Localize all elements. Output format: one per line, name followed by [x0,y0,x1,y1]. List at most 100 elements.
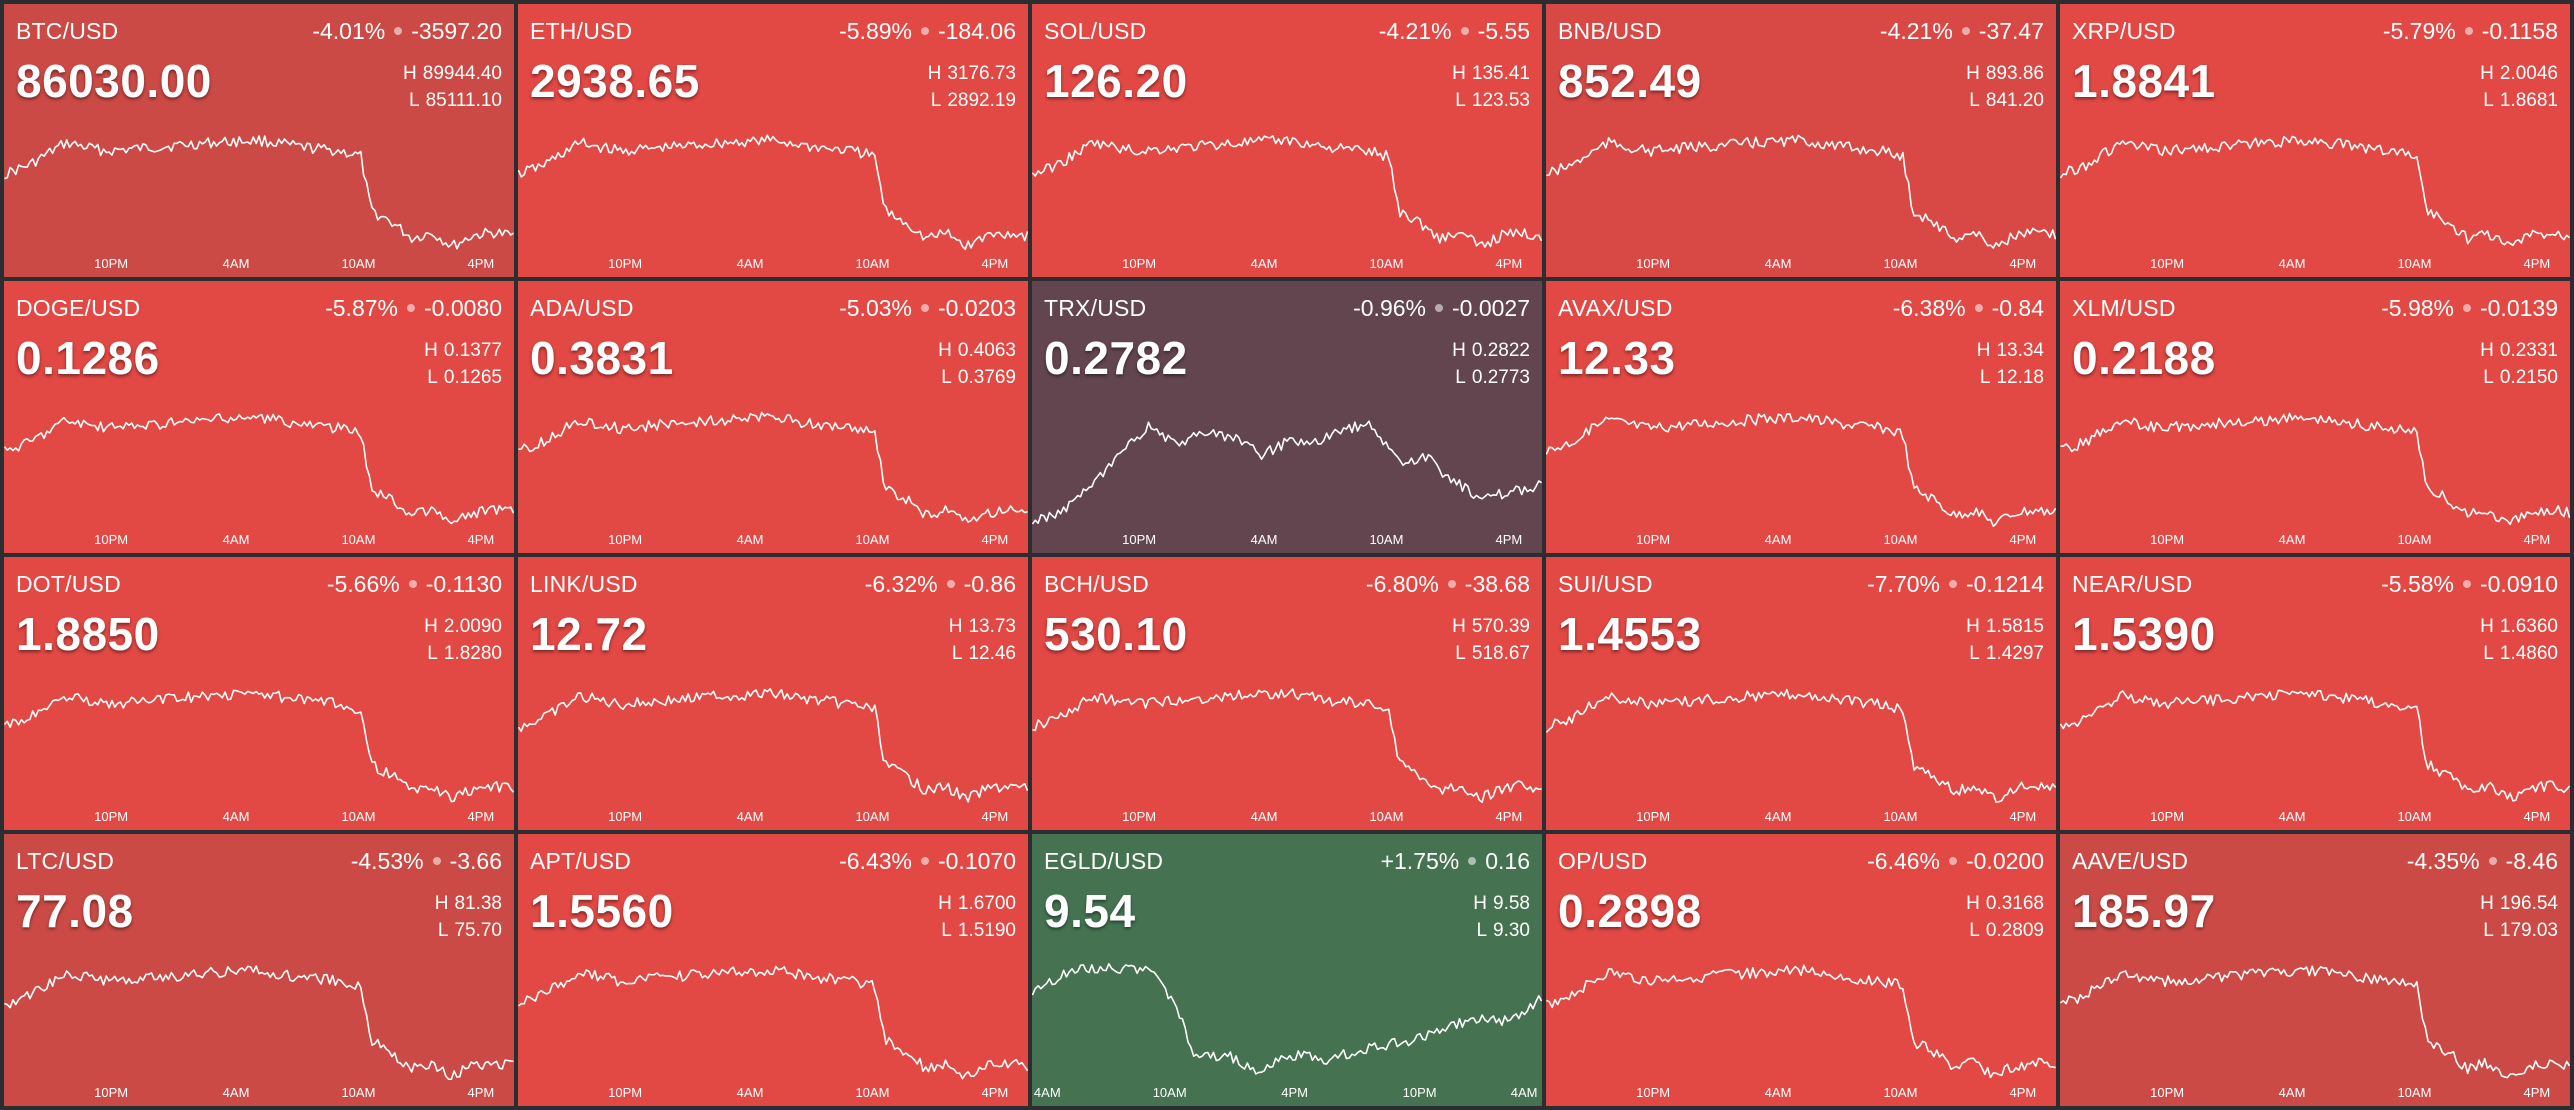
price-line [4,964,514,1080]
time-tick: 10AM [341,255,376,271]
time-tick: 4PM [467,808,495,824]
time-tick: 10AM [1152,1085,1187,1100]
symbol-label: ADA/USD [530,294,634,321]
time-tick: 10AM [1883,1085,1918,1100]
price-line [1032,419,1542,524]
sparkline [4,689,514,803]
ticker-tile-near-usd[interactable]: NEAR/USD -5.58% -0.0910 1.5390 H 1.6360 L 1.486… [2060,557,2570,830]
low-row: L 518.67 [1452,640,1530,667]
high-key: H [2480,63,2494,84]
time-tick: 4PM [2009,255,2037,271]
last-price: 77.08 [16,884,134,937]
ticker-tile-xrp-usd[interactable]: XRP/USD -5.79% -0.1158 1.8841 H 2.0046 L 1.8681… [2060,4,2570,277]
high-key: H [2480,892,2494,914]
separator-dot-icon [1961,27,1970,36]
high-low: H 89944.40 L 85111.10 [403,60,502,114]
high-value: 81.38 [454,892,502,914]
symbol-label: DOT/USD [16,571,121,597]
symbol-label: SOL/USD [1044,18,1147,44]
time-axis: 10PM 4AM 10AM 4PM [1546,1085,2056,1101]
time-tick: 4PM [1495,532,1523,547]
ticker-tile-sui-usd[interactable]: SUI/USD -7.70% -0.1214 1.4553 H 1.5815 L 1.4297… [1546,557,2056,830]
separator-dot-icon [394,27,403,36]
low-value: 123.53 [1471,90,1530,111]
ticker-tile-aave-usd[interactable]: AAVE/USD -4.35% -8.46 185.97 H 196.54 L 179.03 1… [2060,833,2570,1106]
ticker-tile-xlm-usd[interactable]: XLM/USD -5.98% -0.0139 0.2188 H 0.2331 L 0.2150… [2060,280,2570,553]
ticker-tile-avax-usd[interactable]: AVAX/USD -6.38% -0.84 12.33 H 13.34 L 12.18 10PM… [1546,280,2056,553]
time-tick: 4PM [467,1085,495,1100]
ticker-tile-btc-usd[interactable]: BTC/USD -4.01% -3597.20 86030.00 H 89944.40 L 8… [4,4,514,277]
time-tick: 10AM [1369,255,1404,271]
percent-change: -5.87% [325,294,398,321]
high-low: H 1.5815 L 1.4297 [1966,613,2044,667]
ticker-tile-ada-usd[interactable]: ADA/USD -5.03% -0.0203 0.3831 H 0.4063 L 0.3769… [518,280,1028,553]
low-value: 9.30 [1493,919,1530,941]
ticker-tile-dot-usd[interactable]: DOT/USD -5.66% -0.1130 1.8850 H 2.0090 L 1.8280… [4,557,514,830]
high-value: 0.1377 [443,339,502,361]
low-value: 0.2809 [1985,919,2044,941]
ticker-tile-bch-usd[interactable]: BCH/USD -6.80% -38.68 530.10 H 570.39 L 518.67 1… [1032,557,1542,830]
ticker-tile-eth-usd[interactable]: ETH/USD -5.89% -184.06 2938.65 H 3176.73 L 2892… [518,4,1028,277]
high-low: H 570.39 L 518.67 [1452,613,1530,667]
time-tick: 4PM [981,532,1009,547]
ticker-tile-link-usd[interactable]: LINK/USD -6.32% -0.86 12.72 H 13.73 L 12.46 10PM… [518,557,1028,830]
percent-change: -4.53% [350,847,424,874]
low-row: L 85111.10 [403,87,502,114]
separator-dot-icon [1460,27,1469,36]
ticker-tile-bnb-usd[interactable]: BNB/USD -4.21% -37.47 852.49 H 893.86 L 841.20 1… [1546,4,2056,277]
price-line [4,412,514,524]
price-line [518,134,1028,251]
separator-dot-icon [2464,27,2473,36]
low-value: 0.2150 [2499,366,2558,388]
absolute-change: -3597.20 [411,18,502,44]
time-tick: 4PM [981,808,1009,824]
time-axis: 10PM 4AM 10AM 4PM [1032,256,1542,272]
last-price: 1.8850 [16,608,160,660]
low-value: 1.8681 [2499,90,2558,111]
ticker-tile-op-usd[interactable]: OP/USD -6.46% -0.0200 0.2898 H 0.3168 L 0.2809 1… [1546,833,2056,1106]
percent-change: -5.58% [2381,571,2454,597]
time-axis: 10PM 4AM 10AM 4PM [2060,256,2570,272]
separator-dot-icon [1974,303,1983,312]
time-tick: 10AM [2397,808,2432,824]
ticker-tile-apt-usd[interactable]: APT/USD -6.43% -0.1070 1.5560 H 1.6700 L 1.5190… [518,833,1028,1106]
change-group: -4.53% -3.66 [351,848,502,875]
low-row: L 1.4297 [1966,640,2044,667]
time-tick: 10AM [1883,808,1918,824]
sparkline [2060,412,2570,525]
change-group: -5.66% -0.1130 [327,571,502,598]
change-group: -5.87% -0.0080 [325,295,502,322]
separator-dot-icon [1948,856,1957,865]
low-key: L [2483,643,2494,664]
high-row: H 893.86 [1966,60,2044,87]
ticker-tile-ltc-usd[interactable]: LTC/USD -4.53% -3.66 77.08 H 81.38 L 75.70 10PM 4… [4,833,514,1106]
time-tick: 10PM [608,532,643,547]
time-tick: 4PM [2523,255,2551,271]
high-low: H 0.2331 L 0.2150 [2480,337,2558,391]
percent-change: -4.01% [312,18,386,44]
change-group: -4.21% -37.47 [1880,18,2044,45]
low-row: L 123.53 [1452,87,1530,114]
percent-change: +1.75% [1380,847,1460,874]
high-row: H 1.6700 [938,890,1016,917]
ticker-tile-sol-usd[interactable]: SOL/USD -4.21% -5.55 126.20 H 135.41 L 123.53 10… [1032,4,1542,277]
high-value: 0.2331 [2499,339,2558,361]
ticker-tile-egld-usd[interactable]: EGLD/USD +1.75% 0.16 9.54 H 9.58 L 9.30 4AM 10AM 4… [1032,833,1542,1106]
time-tick: 10AM [341,1085,376,1100]
low-row: L 841.20 [1966,87,2044,114]
high-key: H [2480,339,2494,361]
time-axis: 10PM 4AM 10AM 4PM [2060,809,2570,825]
low-value: 0.1265 [443,366,502,388]
sparkline [1546,134,2056,249]
ticker-tile-doge-usd[interactable]: DOGE/USD -5.87% -0.0080 0.1286 H 0.1377 L 0.126… [4,280,514,553]
low-value: 75.70 [454,919,502,941]
time-axis: 10PM 4AM 10AM 4PM [2060,532,2570,548]
high-key: H [1452,616,1466,637]
high-row: H 0.1377 [424,337,502,364]
high-value: 0.4063 [957,339,1016,361]
ticker-tile-trx-usd[interactable]: TRX/USD -0.96% -0.0027 0.2782 H 0.2822 L 0.2773… [1032,280,1542,553]
high-value: 135.41 [1471,63,1530,84]
time-tick: 10AM [2397,1085,2432,1100]
change-group: -7.70% -0.1214 [1867,571,2044,598]
time-axis: 10PM 4AM 10AM 4PM [1546,809,2056,825]
